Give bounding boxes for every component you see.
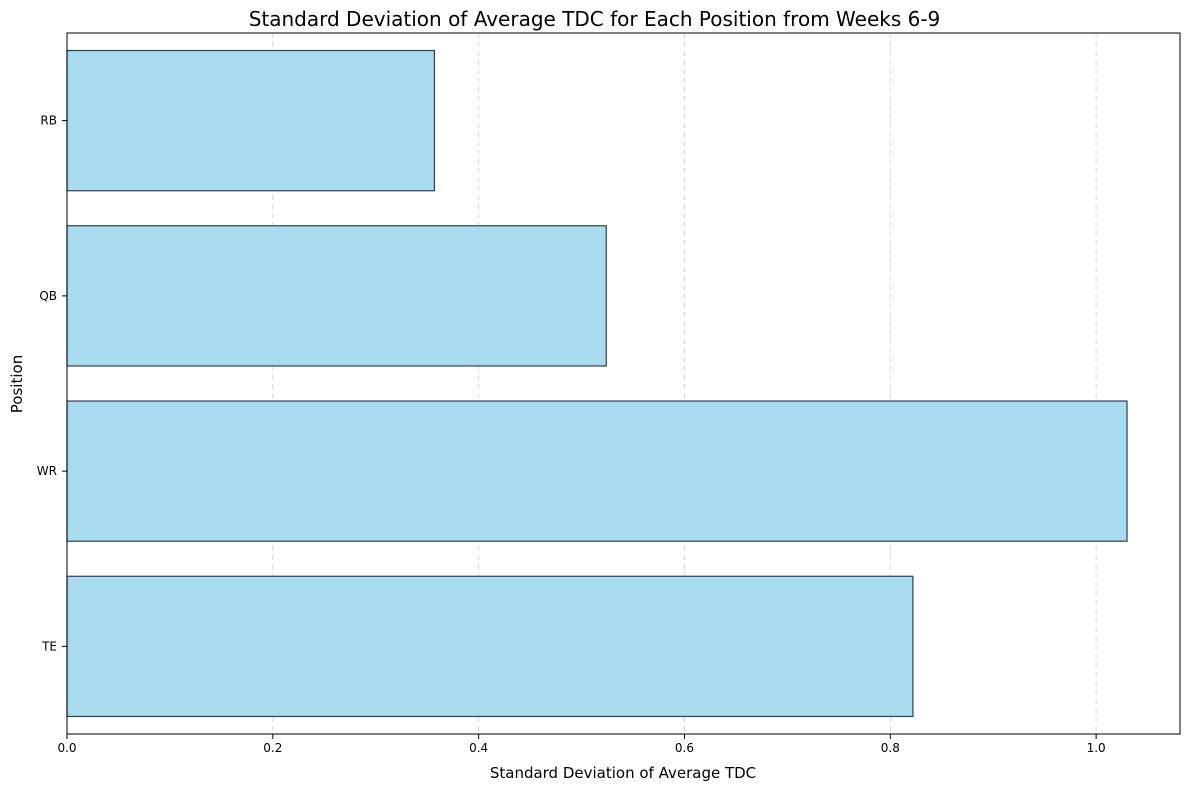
y-tick-label-rb: RB — [40, 114, 57, 128]
x-tick-label: 0.0 — [57, 741, 76, 755]
y-tick-label-qb: QB — [39, 289, 57, 303]
y-axis-label: Position — [8, 355, 26, 413]
bar-rb — [66, 49, 435, 192]
bar-wr — [66, 400, 1128, 542]
x-axis-label: Standard Deviation of Average TDC — [490, 764, 756, 782]
bar-qb — [66, 225, 607, 367]
plot-frame — [66, 32, 1181, 735]
axes-layer — [66, 32, 1181, 735]
y-tick-label-wr: WR — [37, 464, 57, 478]
chart-title: Standard Deviation of Average TDC for Ea… — [249, 7, 941, 31]
x-tick-label: 0.8 — [881, 741, 900, 755]
y-tick-label-te: TE — [41, 639, 57, 653]
x-tick-label: 0.6 — [675, 741, 694, 755]
ticks-layer: 0.0 0.2 0.4 0.6 0.8 1.0 RB QB WR TE — [37, 114, 1106, 755]
bars-layer — [66, 49, 1128, 718]
x-tick-label: 0.4 — [469, 741, 488, 755]
bar-te — [66, 575, 914, 718]
x-tick-label: 0.2 — [263, 741, 282, 755]
x-tick-label: 1.0 — [1087, 741, 1106, 755]
